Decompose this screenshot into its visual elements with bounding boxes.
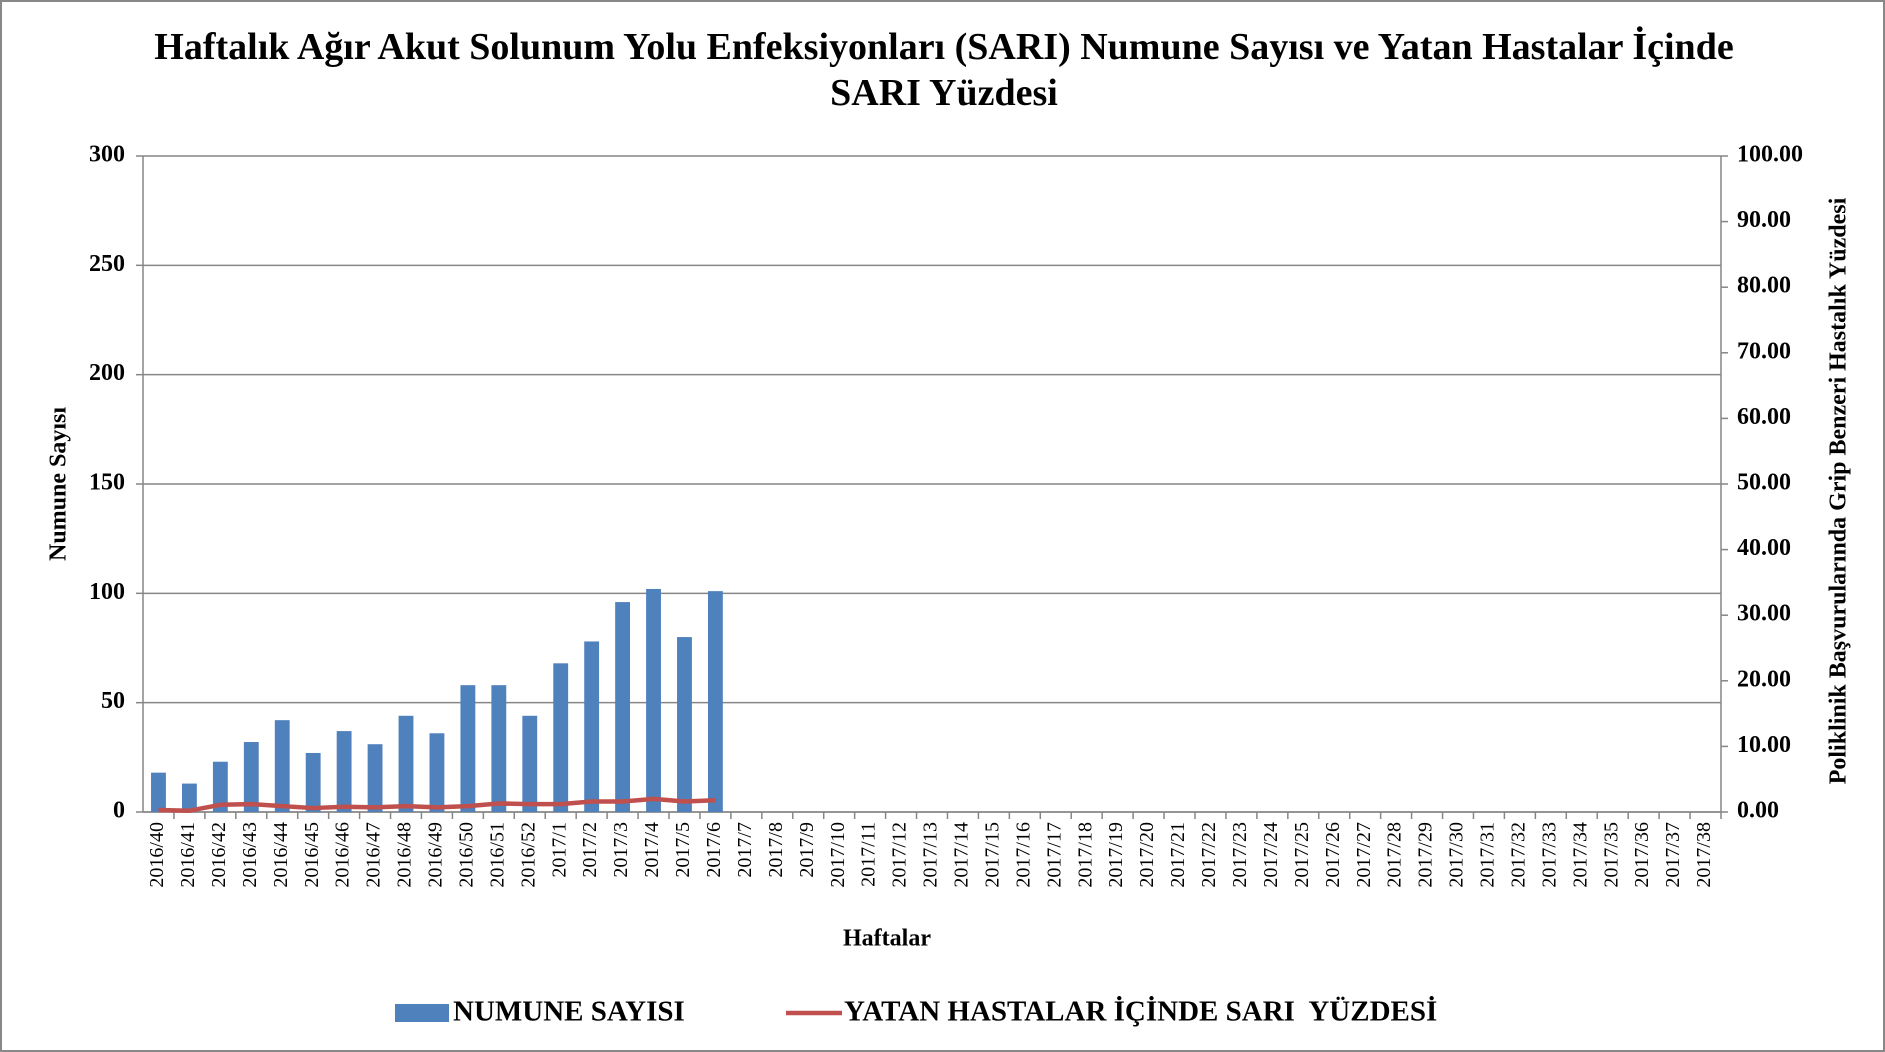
y-tick-label: 250: [89, 251, 125, 277]
x-tick-label: 2016/51: [486, 822, 508, 888]
bar: [707, 591, 723, 812]
x-tick-label: 2017/23: [1229, 822, 1251, 888]
y-tick-label: 300: [89, 142, 125, 168]
bar: [677, 637, 692, 812]
x-tick-label: 2016/48: [394, 822, 416, 888]
y2-tick-label: 60.00: [1737, 404, 1791, 430]
bar: [398, 715, 414, 812]
x-tick-label: 2017/31: [1477, 822, 1499, 888]
bar: [460, 685, 476, 812]
x-tick-label: 2016/50: [455, 822, 477, 888]
x-tick-label: 2017/24: [1260, 822, 1282, 888]
bar: [181, 783, 197, 812]
legend-label: NUMUNE SAYISI: [453, 996, 685, 1028]
x-tick-label: 2017/11: [858, 822, 880, 887]
y2-tick-label: 0.00: [1737, 798, 1779, 824]
x-tick-label: 2017/34: [1569, 822, 1591, 888]
bar: [646, 588, 661, 812]
x-tick-label: 2017/9: [796, 822, 818, 878]
x-tick-label: 2017/16: [1012, 822, 1034, 888]
bar: [553, 663, 569, 812]
x-tick-label: 2017/8: [765, 822, 787, 878]
bar: [305, 752, 321, 812]
y2-tick-label: 10.00: [1737, 732, 1791, 758]
x-tick-label: 2017/25: [1291, 822, 1313, 888]
x-tick-label: 2017/3: [610, 822, 632, 878]
x-tick-label: 2017/18: [1074, 822, 1096, 888]
x-tick-label: 2016/41: [177, 822, 199, 888]
y-tick-label: 100: [89, 579, 125, 605]
x-tick-label: 2017/13: [920, 822, 942, 888]
x-tick-label: 2017/12: [889, 822, 911, 888]
x-axis-title: Haftalar: [843, 926, 931, 952]
x-tick-label: 2017/38: [1693, 822, 1715, 888]
y-tick-label: 150: [89, 470, 125, 496]
y2-tick-label: 50.00: [1737, 470, 1791, 496]
line: [158, 796, 716, 813]
y-tick-label: 200: [89, 360, 125, 386]
bar: [615, 602, 631, 812]
x-tick-label: 2016/45: [301, 822, 323, 888]
x-tick-label: 2017/26: [1322, 822, 1344, 888]
x-tick-label: 2017/2: [579, 822, 601, 878]
x-tick-label: 2016/43: [239, 822, 261, 888]
bar: [429, 733, 445, 812]
x-tick-label: 2017/37: [1662, 822, 1684, 888]
x-tick-label: 2017/5: [672, 822, 694, 878]
y2-tick-label: 70.00: [1737, 338, 1791, 364]
y2-tick-label: 100.00: [1737, 142, 1803, 168]
y-axis-title: Numune Sayısı: [46, 407, 72, 561]
x-tick-label: 2017/28: [1384, 822, 1406, 888]
y2-tick-label: 40.00: [1737, 535, 1791, 561]
bar: [522, 715, 538, 812]
x-tick-label: 2016/49: [425, 822, 447, 888]
x-tick-label: 2017/36: [1631, 822, 1653, 888]
y2-tick-label: 90.00: [1737, 207, 1791, 233]
x-tick-label: 2017/1: [548, 822, 570, 878]
x-tick-label: 2017/19: [1105, 822, 1127, 888]
bar: [212, 761, 228, 812]
x-tick-label: 2017/21: [1167, 822, 1189, 888]
x-tick-label: 2017/32: [1507, 822, 1529, 888]
legend-swatch: [395, 1004, 449, 1022]
y2-tick-label: 20.00: [1737, 666, 1791, 692]
bar: [151, 772, 166, 812]
x-tick-label: 2017/17: [1043, 822, 1065, 888]
x-tick-label: 2017/6: [703, 822, 725, 878]
x-tick-label: 2017/27: [1353, 822, 1375, 888]
bar: [336, 731, 352, 812]
x-tick-label: 2016/46: [332, 822, 354, 888]
x-tick-label: 2017/33: [1538, 822, 1560, 888]
x-tick-label: 2017/29: [1415, 822, 1437, 888]
y2-tick-label: 30.00: [1737, 601, 1791, 627]
x-tick-label: 2016/47: [363, 822, 385, 888]
x-tick-label: 2017/22: [1198, 822, 1220, 888]
y2-tick-label: 80.00: [1737, 273, 1791, 299]
x-tick-label: 2016/52: [517, 822, 539, 888]
x-tick-label: 2016/42: [208, 822, 230, 888]
x-tick-label: 2017/20: [1136, 822, 1158, 888]
y-tick-label: 0: [113, 798, 125, 824]
bar: [584, 641, 600, 812]
y-tick-label: 50: [101, 688, 125, 714]
x-tick-label: 2017/35: [1600, 822, 1622, 888]
chart-title: Haftalık Ağır Akut Solunum Yolu Enfeksiy…: [154, 26, 1734, 114]
x-tick-label: 2016/44: [270, 822, 292, 888]
y2-axis-title: Poliklinik Başvurularında Grip Benzeri H…: [1826, 197, 1852, 784]
x-tick-label: 2017/7: [734, 822, 756, 878]
x-tick-label: 2017/15: [981, 822, 1003, 888]
x-tick-label: 2017/30: [1446, 822, 1468, 888]
x-tick-label: 2017/14: [951, 822, 973, 888]
bar: [367, 744, 383, 812]
bar: [243, 742, 259, 812]
legend-label: YATAN HASTALAR İÇİNDE SARI YÜZDESİ: [844, 995, 1437, 1028]
x-tick-label: 2017/10: [827, 822, 849, 888]
bar: [491, 685, 507, 812]
bar: [274, 720, 290, 812]
x-tick-label: 2017/4: [641, 822, 663, 878]
x-tick-label: 2016/40: [146, 822, 168, 888]
